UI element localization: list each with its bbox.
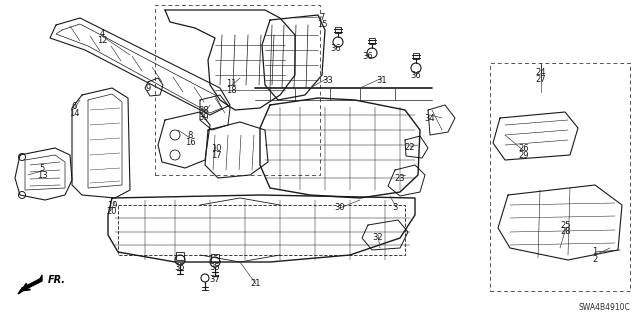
Text: 7: 7 <box>319 12 324 21</box>
Text: 35: 35 <box>210 263 220 273</box>
Text: 9: 9 <box>145 84 150 92</box>
Text: 28: 28 <box>561 228 572 236</box>
Text: 33: 33 <box>323 76 333 84</box>
Text: 23: 23 <box>395 173 405 182</box>
Bar <box>155 5 320 175</box>
Text: 36: 36 <box>331 44 341 52</box>
Text: 16: 16 <box>185 138 195 147</box>
Text: 2: 2 <box>593 254 598 263</box>
Text: 12: 12 <box>97 36 108 44</box>
Text: 32: 32 <box>372 234 383 243</box>
Text: 10: 10 <box>211 143 221 153</box>
Text: SWA4B4910C: SWA4B4910C <box>579 303 630 312</box>
Text: 36: 36 <box>363 52 373 60</box>
Text: 21: 21 <box>251 279 261 289</box>
Bar <box>176 252 184 260</box>
Text: 20: 20 <box>107 207 117 217</box>
Bar <box>413 53 419 59</box>
Text: 35: 35 <box>175 263 186 273</box>
Text: 30: 30 <box>335 204 346 212</box>
Text: 27: 27 <box>536 75 547 84</box>
Polygon shape <box>18 275 42 294</box>
Text: 22: 22 <box>404 142 415 151</box>
Text: 1: 1 <box>593 247 598 257</box>
Text: 31: 31 <box>377 76 387 84</box>
Text: 8: 8 <box>188 131 193 140</box>
Text: 29: 29 <box>519 150 529 159</box>
Bar <box>211 254 219 262</box>
Text: 19: 19 <box>107 201 117 210</box>
Text: 11: 11 <box>226 78 236 87</box>
Text: 36: 36 <box>411 70 421 79</box>
Text: 24: 24 <box>536 68 547 76</box>
Text: 17: 17 <box>211 150 221 159</box>
Text: 25: 25 <box>561 220 572 229</box>
Text: 15: 15 <box>317 20 327 28</box>
Text: FR.: FR. <box>48 275 66 285</box>
Text: 34: 34 <box>425 114 435 123</box>
Text: 26: 26 <box>518 143 529 153</box>
Text: 37: 37 <box>210 276 220 284</box>
Bar <box>335 27 341 33</box>
Text: 39: 39 <box>198 113 209 122</box>
Text: 18: 18 <box>226 85 236 94</box>
Text: 13: 13 <box>36 171 47 180</box>
Text: 3: 3 <box>392 204 397 212</box>
Text: 5: 5 <box>40 164 45 172</box>
Text: 6: 6 <box>71 101 77 110</box>
Text: 14: 14 <box>68 108 79 117</box>
Text: 38: 38 <box>198 106 209 115</box>
Bar <box>490 63 630 291</box>
Text: 4: 4 <box>99 28 104 37</box>
Bar <box>369 38 375 44</box>
